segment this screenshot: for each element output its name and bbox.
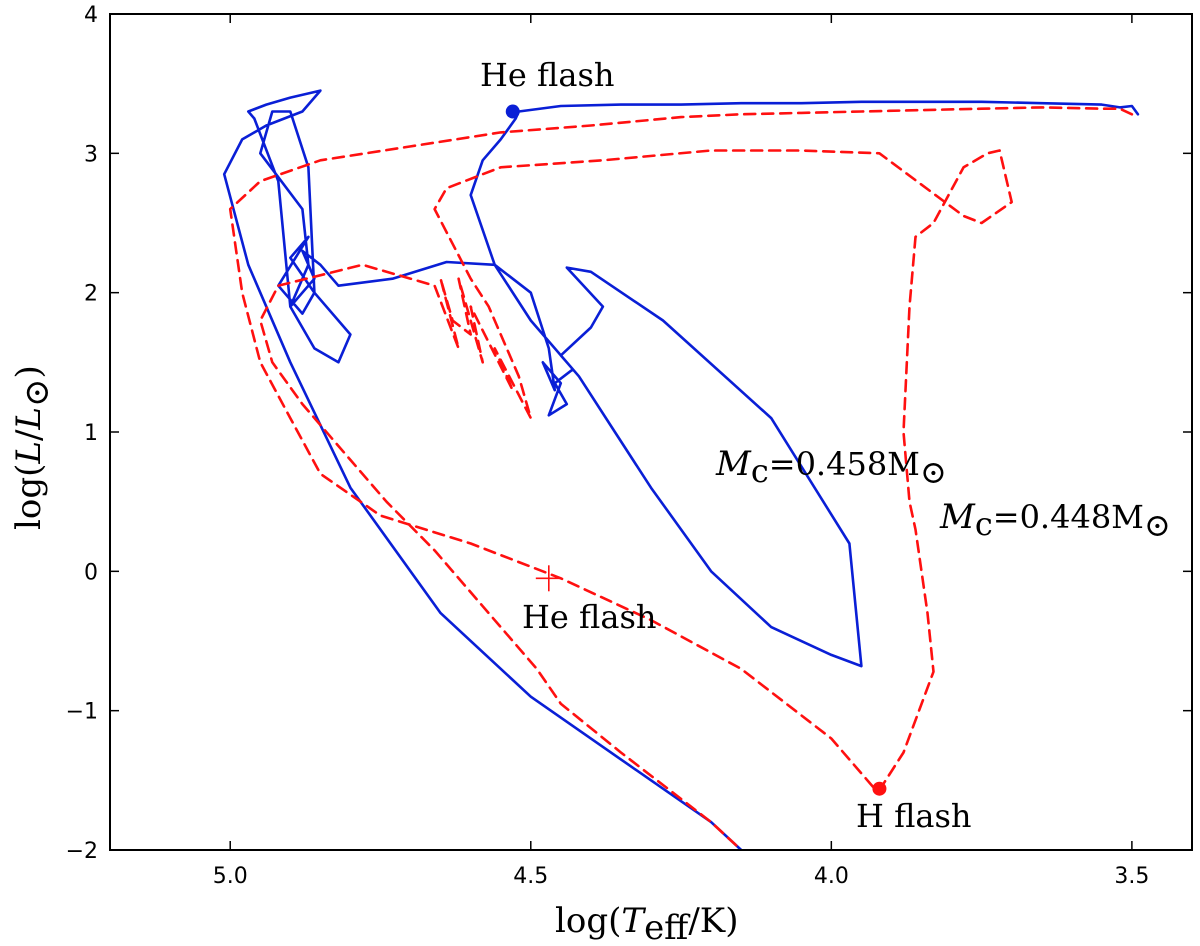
marker-2 <box>535 565 562 592</box>
x-tick-label: 4.0 <box>814 864 849 889</box>
y-axis-title: log(L/L⊙) <box>9 365 57 530</box>
annotation-h-flash: H flash <box>856 797 972 835</box>
marker-1 <box>505 104 520 119</box>
mc-blue-sun: ⊙ <box>920 453 947 491</box>
marker-layer <box>505 104 887 796</box>
mc-blue-eq: =0.458M <box>769 445 920 483</box>
y-tick-label: 2 <box>84 282 98 307</box>
annotation-mc-red: Mc=0.448M⊙ <box>939 497 1171 544</box>
series-line-1 <box>222 89 1140 850</box>
y-tick-label: 1 <box>84 421 98 446</box>
annotation-he-flash-top: He flash <box>480 56 614 94</box>
x-tick-label: 3.5 <box>1114 864 1149 889</box>
x-tick-label: 4.5 <box>513 864 548 889</box>
mc-blue-var: M <box>715 444 752 484</box>
y-tick-label: −2 <box>66 839 98 864</box>
series-layer <box>222 89 1140 850</box>
y-tick-label: 0 <box>84 560 98 585</box>
marker-3 <box>872 781 887 796</box>
mc-red-eq: =0.448M <box>993 498 1144 536</box>
x-tick-label: 5.0 <box>213 864 248 889</box>
series-line-2 <box>228 106 1134 850</box>
mc-red-sub: c <box>975 505 993 543</box>
annotation-he-flash-mid: He flash <box>522 598 656 636</box>
x-axis-title: log(Teff/K) <box>555 901 738 946</box>
y-tick-label: 4 <box>84 3 98 28</box>
plot-area <box>110 14 1192 850</box>
annotation-mc-blue: Mc=0.458M⊙ <box>715 444 947 491</box>
y-tick-label: 3 <box>84 142 98 167</box>
mc-red-var: M <box>939 497 976 537</box>
mc-red-sun: ⊙ <box>1144 506 1171 544</box>
mc-blue-sub: c <box>751 452 769 490</box>
y-tick-label: −1 <box>66 700 98 725</box>
tick-layer: 5.0 4.5 4.0 3.5 −2 −1 0 1 2 3 4 <box>66 3 1192 889</box>
